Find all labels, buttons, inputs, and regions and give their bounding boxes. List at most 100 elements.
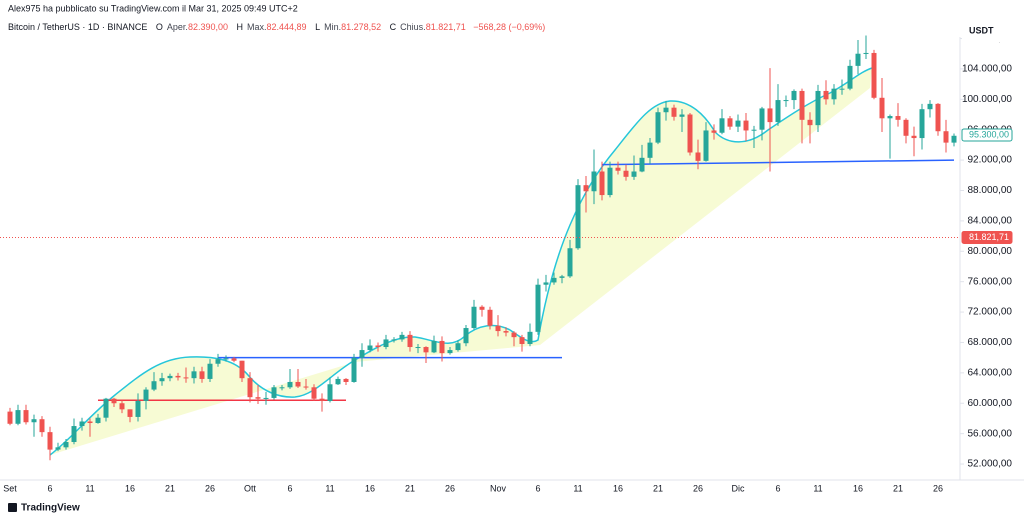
- candle-body: [487, 309, 493, 326]
- x-tick-label: Dic: [732, 483, 745, 493]
- candle-body: [55, 447, 61, 450]
- candle-body: [919, 109, 925, 139]
- candle-body: [343, 378, 349, 382]
- x-tick-label: 6: [775, 483, 780, 493]
- candle-body: [103, 398, 109, 418]
- y-tick-label: 84.000,00: [968, 216, 1013, 227]
- currency-bg: [962, 22, 1022, 42]
- candle-body: [47, 432, 53, 450]
- y-tick-label: 100.000,00: [962, 94, 1012, 105]
- candle-body: [847, 65, 853, 89]
- x-tick-label: Set: [3, 483, 17, 493]
- candle-body: [671, 107, 677, 117]
- candle-body: [663, 107, 669, 113]
- candle-body: [199, 371, 205, 379]
- candle-body: [119, 403, 125, 410]
- candle-body: [71, 426, 77, 443]
- change: −568,28 (−0,69%): [473, 22, 545, 32]
- candle-body: [751, 129, 757, 131]
- y-tick-label: 60.000,00: [968, 398, 1013, 409]
- candle-body: [455, 343, 461, 351]
- y-tick-label: 56.000,00: [968, 428, 1013, 439]
- candle-body: [335, 378, 341, 385]
- candle-body: [447, 350, 453, 354]
- candle-body: [63, 442, 69, 448]
- ohlc-name: Max.: [247, 22, 267, 32]
- candle-body: [423, 347, 429, 353]
- candle-body: [543, 282, 549, 285]
- candle-body: [903, 119, 909, 136]
- candle-body: [687, 114, 693, 153]
- candle-body: [719, 118, 725, 133]
- candle-body: [319, 398, 325, 401]
- price-label-box: [961, 128, 1013, 142]
- ohlc-key: L: [315, 22, 320, 32]
- price-label-box: [961, 230, 1013, 244]
- candle-body: [951, 135, 957, 143]
- candle-body: [375, 345, 381, 348]
- x-tick-label: 6: [47, 483, 52, 493]
- candle-body: [303, 386, 309, 388]
- candle-body: [527, 331, 533, 344]
- price-label: 81.821,71: [969, 232, 1009, 242]
- candle-body: [327, 384, 333, 401]
- candle-body: [87, 421, 93, 424]
- currency: USDT: [969, 25, 994, 35]
- ohlc-value: 81.821,71: [426, 22, 466, 32]
- candle-body: [207, 363, 213, 379]
- candle-body: [191, 371, 197, 379]
- candle-body: [743, 120, 749, 131]
- candle-body: [463, 328, 469, 344]
- candle-body: [887, 116, 893, 119]
- candle-body: [943, 131, 949, 143]
- candle-body: [575, 185, 581, 249]
- candle-body: [415, 347, 421, 349]
- candle-body: [911, 135, 917, 139]
- x-tick-label: 21: [405, 483, 415, 493]
- price-label: 95.300,00: [969, 129, 1009, 139]
- candle-body: [767, 108, 773, 123]
- candle-body: [495, 325, 501, 332]
- x-tick-label: 26: [693, 483, 703, 493]
- candle-body: [479, 306, 485, 310]
- candle-body: [287, 381, 293, 388]
- brand: TradingView: [21, 503, 80, 514]
- pattern-curve: [49, 67, 873, 456]
- candle-body: [727, 118, 733, 127]
- candle-body: [407, 334, 413, 348]
- candle-body: [23, 410, 29, 423]
- candle-body: [399, 334, 405, 340]
- y-tick-label: 76.000,00: [968, 276, 1013, 287]
- candle-body: [223, 358, 229, 360]
- brand-logo: TradingView: [8, 503, 80, 514]
- candle-body: [215, 359, 221, 364]
- candle-body: [247, 378, 253, 398]
- x-tick-label: 21: [653, 483, 663, 493]
- y-tick-label: 72.000,00: [968, 307, 1013, 318]
- candle-body: [615, 167, 621, 171]
- candle-body: [855, 53, 861, 66]
- candle-body: [559, 276, 565, 278]
- candle-body: [759, 108, 765, 130]
- candle-body: [655, 112, 661, 143]
- symbol: Bitcoin / TetherUS · 1D · BINANCE: [8, 22, 147, 32]
- y-tick-label: 80.000,00: [968, 246, 1013, 257]
- x-tick-label: 16: [613, 483, 623, 493]
- x-tick-label: 16: [365, 483, 375, 493]
- x-tick-label: 11: [813, 483, 822, 493]
- candle-body: [431, 340, 437, 353]
- y-tick-label: 88.000,00: [968, 185, 1013, 196]
- x-tick-label: 11: [573, 483, 582, 493]
- candle-body: [519, 337, 525, 344]
- candle-body: [807, 119, 813, 126]
- candle-body: [159, 378, 165, 382]
- candle-body: [799, 90, 805, 120]
- candle-body: [503, 331, 509, 333]
- ohlc-value: 82.444,89: [267, 22, 307, 32]
- x-tick-label: 26: [205, 483, 215, 493]
- candle-body: [95, 417, 101, 424]
- candle-body: [863, 52, 869, 54]
- candle-body: [311, 387, 317, 399]
- ohlc-key: C: [390, 22, 397, 32]
